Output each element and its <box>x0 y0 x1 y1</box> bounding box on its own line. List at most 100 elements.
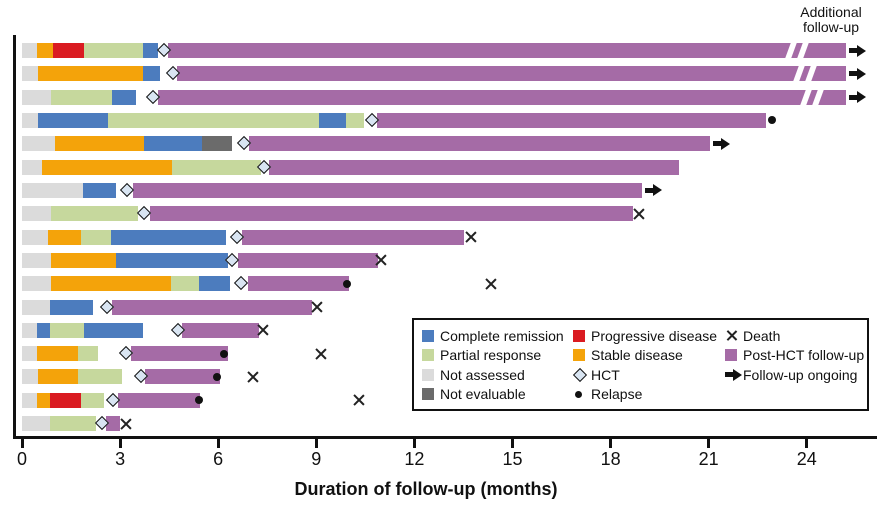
legend-swatch-ne <box>422 388 440 401</box>
segment-cr <box>142 43 158 58</box>
death-marker <box>246 370 259 383</box>
segment-pr <box>346 112 364 128</box>
segment-post <box>237 252 379 268</box>
segment-pr <box>50 322 85 338</box>
segment-post <box>268 159 680 175</box>
segment-na <box>22 66 39 82</box>
axis-tick-label: 18 <box>600 449 621 469</box>
legend-item: Partial response <box>422 346 564 366</box>
arrow-glyph <box>725 368 742 381</box>
segment-sd <box>51 252 116 268</box>
y-axis-line <box>13 35 16 439</box>
legend-label: Stable disease <box>591 347 683 364</box>
segment-pr <box>78 346 98 362</box>
color-swatch <box>422 388 434 401</box>
legend-column-responses: Complete remission Partial response Not as… <box>422 326 564 404</box>
legend-item: Relapse <box>573 385 717 405</box>
segment-na <box>22 276 52 292</box>
death-marker <box>311 301 324 314</box>
segment-post <box>130 346 228 362</box>
segment-post <box>241 229 465 245</box>
legend-item: Progressive disease <box>573 326 717 346</box>
segment-post <box>376 112 766 128</box>
legend-item: Stable disease <box>573 346 717 366</box>
segment-cr <box>199 276 230 292</box>
segment-cr <box>111 89 136 105</box>
segment-cr <box>82 182 116 198</box>
death-marker <box>256 324 269 337</box>
x-glyph <box>725 329 738 342</box>
segment-pr <box>172 159 261 175</box>
segment-na <box>22 206 52 222</box>
axis-tick <box>707 439 711 448</box>
follow-up-ongoing-arrow <box>713 137 731 150</box>
diamond-glyph <box>572 367 588 382</box>
death-marker <box>375 254 388 267</box>
death-marker <box>633 207 646 220</box>
legend-swatch-na <box>422 368 440 381</box>
color-swatch <box>725 349 737 362</box>
segment-post <box>112 299 312 315</box>
segment-cr <box>84 322 143 338</box>
axis-tick <box>118 439 122 448</box>
death-marker <box>485 277 498 290</box>
axis-tick <box>412 439 416 448</box>
axis-tick-label: 9 <box>311 449 322 469</box>
segment-pr <box>50 416 96 432</box>
x-axis-line <box>13 436 877 439</box>
legend-swatch-cr <box>422 329 440 342</box>
legend-swatch-pd <box>573 329 591 342</box>
segment-pr <box>171 276 200 292</box>
segment-cr <box>115 252 228 268</box>
relapse-marker <box>212 372 221 381</box>
legend-label: HCT <box>591 366 620 383</box>
segment-pr <box>80 392 105 408</box>
legend-item: Post-HCT follow-up <box>725 346 864 366</box>
segment-pr <box>51 206 139 222</box>
segment-na <box>22 346 38 362</box>
legend-label: Post-HCT follow-up <box>743 347 865 364</box>
color-swatch <box>422 349 434 362</box>
legend-item: Not evaluable <box>422 385 564 405</box>
color-swatch <box>422 368 434 381</box>
segment-post <box>133 182 642 198</box>
legend-item: Death <box>725 326 864 346</box>
segment-ne <box>201 136 232 152</box>
segment-na <box>22 416 51 432</box>
segment-post <box>167 43 847 58</box>
death-marker <box>464 231 477 244</box>
follow-up-ongoing-arrow <box>849 91 867 104</box>
dot-glyph <box>575 390 582 398</box>
segment-na <box>22 43 37 58</box>
follow-up-ongoing-arrow <box>849 44 867 57</box>
segment-na <box>22 299 50 315</box>
segment-na <box>22 159 42 175</box>
segment-pr <box>107 112 319 128</box>
segment-post <box>249 136 711 152</box>
hct-marker <box>234 276 249 291</box>
legend-label: Complete remission <box>440 327 564 344</box>
legend-swatch-pr <box>422 349 440 362</box>
segment-cr <box>143 136 202 152</box>
segment-pr <box>80 229 111 245</box>
segment-post <box>182 322 260 338</box>
segment-na <box>22 112 39 128</box>
relapse-marker <box>195 396 204 405</box>
legend-label: Not evaluable <box>440 386 526 403</box>
segment-sd <box>37 392 51 408</box>
segment-pr <box>77 369 122 385</box>
legend-arrow-icon <box>725 368 743 381</box>
segment-cr <box>142 66 160 82</box>
color-swatch <box>422 329 434 342</box>
legend-swatch-sd <box>573 349 591 362</box>
axis-tick-label: 15 <box>502 449 523 469</box>
legend-label: Partial response <box>440 347 542 364</box>
legend-dot-icon <box>573 390 591 398</box>
segment-cr <box>110 229 227 245</box>
segment-na <box>22 252 52 268</box>
legend-label: Follow-up ongoing <box>743 366 858 383</box>
segment-pd <box>50 392 81 408</box>
segment-na <box>22 322 38 338</box>
axis-tick-label: 6 <box>213 449 224 469</box>
legend-item: Follow-up ongoing <box>725 365 864 385</box>
